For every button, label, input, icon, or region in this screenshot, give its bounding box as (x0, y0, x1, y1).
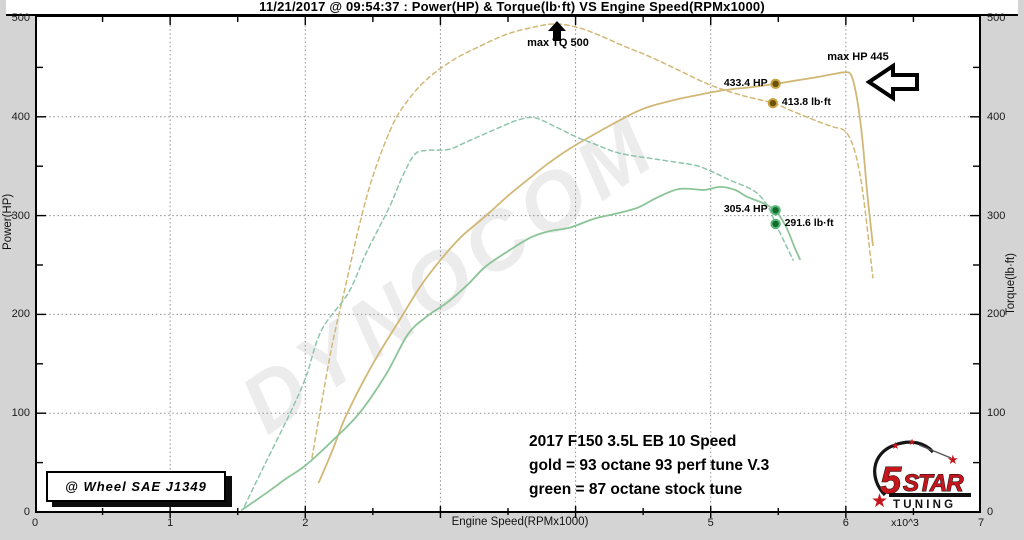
logo-star-text: STAR (903, 470, 964, 497)
y-right-tick-label: 0 (987, 506, 994, 518)
y-right-tick-label: 400 (987, 110, 1006, 123)
plot-border (35, 15, 981, 513)
comet-trail-icon (918, 444, 952, 459)
note-line-vehicle: 2017 F150 3.5L EB 10 Speed (529, 433, 737, 450)
marker-dot (770, 78, 781, 90)
swoosh-arc-icon (873, 440, 935, 497)
x-tick-label: 2 (302, 517, 309, 529)
y-left-tick-label: 300 (11, 209, 30, 222)
star-icon: ★ (947, 452, 959, 467)
x-tick-label: 1 (167, 517, 174, 529)
y-left-tick-label: 500 (11, 12, 30, 24)
y-left-tick-label: 100 (11, 407, 30, 420)
curve-green-torque (243, 116, 794, 507)
logo-tuning-text: TUNING (893, 499, 956, 511)
y-left-tick-label: 400 (11, 110, 30, 123)
x-tick-label: 5 (707, 517, 714, 529)
y-left-tick-label: 200 (11, 308, 30, 321)
marker-label: 305.4 HP (723, 203, 768, 216)
star-icon: ★ (871, 491, 888, 512)
x-axis-title: Engine Speed(RPMx1000) (451, 516, 589, 528)
five-star-tuning-logo: ★ ★ ★ ★ 5 STAR TUNING (863, 435, 979, 513)
marker-dot (770, 218, 781, 230)
note-line-green: green = 87 octane stock tune (529, 481, 743, 498)
y-right-tick-label: 200 (987, 308, 1006, 321)
marker-label: 291.6 lb·ft (784, 216, 834, 229)
note-line-gold: gold = 93 octane 93 perf tune V.3 (529, 457, 770, 474)
x-axis-multiplier: x10^3 (891, 517, 919, 529)
logo-5-text: 5 (880, 460, 902, 502)
x-tick-label: 7 (977, 517, 985, 529)
chart-title: 11/21/2017 @ 09:54:37 : Power(HP) & Torq… (259, 0, 765, 14)
plot-background (36, 16, 980, 512)
star-icon: ★ (891, 441, 900, 452)
x-tick-label: 6 (842, 517, 849, 529)
y-left-tick-label: 0 (23, 506, 30, 518)
y-right-tick-label: 100 (987, 407, 1006, 420)
curve-gold-torque (311, 23, 874, 459)
max-tq-annotation: max TQ 500 (527, 37, 589, 49)
curve-green-power (240, 185, 801, 511)
marker-label: 433.4 HP (723, 76, 768, 89)
max-hp-annotation: max HP 445 (827, 51, 889, 63)
curve-gold-power (317, 71, 874, 484)
y-left-axis-title: Power(HP) (2, 193, 14, 251)
sae-box: @ Wheel SAE J1349 (46, 471, 226, 502)
star-icon: ★ (908, 437, 916, 447)
y-right-axis-title: Torque(lb·ft) (1005, 253, 1017, 315)
marker-dot (767, 97, 779, 109)
y-right-tick-label: 500 (987, 12, 1006, 24)
up-arrow-icon (548, 21, 566, 41)
x-tick-label: 0 (31, 517, 39, 529)
notes-block: 2017 F150 3.5L EB 10 Speed gold = 93 oct… (529, 430, 769, 502)
left-arrow-icon (865, 62, 919, 102)
marker-label: 413.8 lb·ft (781, 96, 831, 109)
marker-dot (770, 205, 781, 216)
logo-bar (889, 493, 971, 497)
y-right-tick-label: 300 (987, 209, 1006, 222)
